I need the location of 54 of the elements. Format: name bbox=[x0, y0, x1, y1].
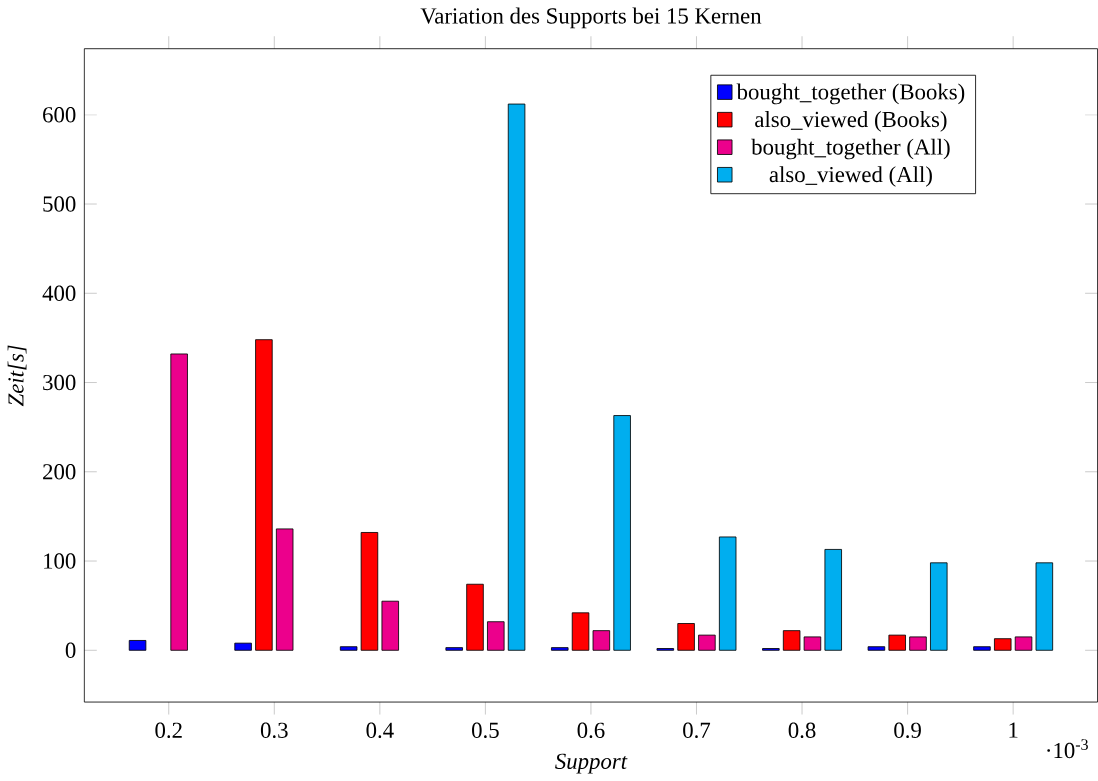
bar bbox=[360, 531, 379, 651]
bar bbox=[1014, 636, 1033, 651]
legend-label: also_viewed (All) bbox=[769, 166, 932, 187]
chart-title: Variation des Supports bei 15 Kernen bbox=[420, 7, 762, 29]
bar bbox=[994, 638, 1012, 651]
y-tick-label: 300 bbox=[43, 374, 76, 391]
bar bbox=[592, 630, 611, 651]
x-tick-label: 0.7 bbox=[683, 722, 711, 738]
bar bbox=[677, 623, 695, 651]
x-tick-label: 0.4 bbox=[366, 722, 394, 738]
x-tick-label: 0.5 bbox=[472, 722, 499, 738]
bar bbox=[339, 646, 358, 651]
bar bbox=[445, 647, 463, 651]
bar bbox=[381, 600, 399, 651]
bar bbox=[613, 415, 631, 651]
bar bbox=[824, 548, 842, 651]
bar bbox=[930, 562, 948, 651]
y-axis-title: Zeit[s] bbox=[7, 345, 27, 407]
bar bbox=[867, 646, 886, 651]
x-tick-label: 0.9 bbox=[894, 722, 921, 738]
bar bbox=[507, 103, 526, 651]
x-tick-label: 0.2 bbox=[155, 722, 182, 738]
x-tick-label: 0.3 bbox=[260, 722, 288, 738]
x-axis-title: Support bbox=[555, 753, 628, 774]
bar bbox=[234, 642, 252, 651]
x-tick-label: 0.6 bbox=[577, 722, 605, 738]
x-tick-label: 1 bbox=[1009, 722, 1018, 738]
legend-label: also_viewed (Books) bbox=[755, 111, 947, 132]
y-tick-label: 200 bbox=[43, 464, 76, 480]
bar bbox=[551, 647, 569, 651]
y-tick-label: 600 bbox=[43, 106, 76, 123]
bar bbox=[466, 583, 484, 651]
legend-label: bought_together (All) bbox=[751, 138, 950, 160]
bar bbox=[275, 528, 294, 651]
bar bbox=[782, 630, 801, 651]
bar bbox=[973, 646, 991, 651]
bar bbox=[718, 536, 737, 651]
bar bbox=[255, 339, 273, 651]
bar bbox=[888, 634, 906, 651]
y-tick-label: 0 bbox=[65, 642, 76, 658]
bar bbox=[170, 353, 188, 651]
bar bbox=[487, 621, 505, 651]
bar bbox=[1035, 562, 1054, 651]
x-tick-label: 0.8 bbox=[788, 722, 816, 738]
bar bbox=[128, 639, 147, 651]
legend-label: bought_together (Books) bbox=[736, 83, 965, 105]
bar bbox=[909, 636, 927, 651]
bar bbox=[698, 634, 716, 651]
y-tick-label: 400 bbox=[42, 285, 76, 301]
text: ·10$^{-3}$ bbox=[1047, 739, 1088, 759]
y-tick-label: 500 bbox=[43, 196, 76, 212]
bar bbox=[803, 636, 822, 651]
bar bbox=[571, 612, 590, 651]
y-tick-label: 100 bbox=[44, 553, 76, 569]
